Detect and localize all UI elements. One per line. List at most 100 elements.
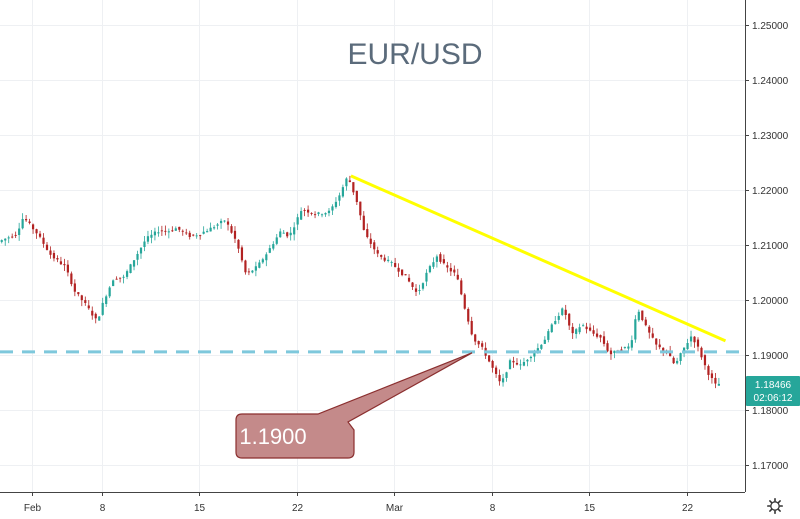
candle-body-65 bbox=[226, 221, 230, 225]
candle-body-180 bbox=[627, 346, 630, 349]
candle-body-120 bbox=[418, 290, 421, 291]
candle-body-22 bbox=[77, 292, 80, 295]
candle-body-148 bbox=[515, 362, 519, 365]
candle-body-97 bbox=[338, 195, 341, 201]
candle-body-0 bbox=[0, 240, 3, 242]
candle-body-56 bbox=[195, 235, 198, 237]
candle-body-189 bbox=[658, 344, 661, 348]
candle-body-106 bbox=[369, 238, 372, 244]
candle-body-141 bbox=[491, 360, 494, 368]
candle-body-163 bbox=[568, 313, 571, 326]
candle-body-3 bbox=[11, 236, 14, 238]
candle-body-135 bbox=[470, 320, 473, 335]
candle-body-94 bbox=[327, 210, 331, 214]
candle-body-204 bbox=[710, 373, 714, 379]
y-axis[interactable]: 1.17000 1.18000 1.19000 1.20000 1.21000 1.220… bbox=[745, 21, 789, 472]
bar-countdown: 02:06:12 bbox=[754, 393, 793, 404]
candle-body-137 bbox=[477, 341, 480, 345]
candle-body-152 bbox=[529, 356, 532, 359]
candle-body-18 bbox=[63, 264, 66, 266]
candle-body-67 bbox=[233, 230, 237, 239]
last-price-tag: 1.18466 02:06:12 bbox=[746, 376, 800, 406]
candle-body-89 bbox=[310, 212, 313, 214]
candle-body-205 bbox=[714, 377, 717, 384]
candle-body-186 bbox=[648, 326, 651, 333]
candle-body-87 bbox=[303, 209, 306, 211]
candle-body-69 bbox=[240, 247, 244, 261]
y-tick-label-5: 1.22000 bbox=[752, 186, 789, 197]
candle-body-13 bbox=[45, 244, 49, 250]
candle-body-9 bbox=[31, 224, 35, 230]
candle-body-140 bbox=[488, 355, 491, 362]
grid bbox=[0, 0, 745, 492]
candle-body-126 bbox=[439, 254, 442, 262]
resistance-trendline[interactable] bbox=[350, 174, 727, 343]
candlestick-series bbox=[0, 175, 720, 389]
candle-body-33 bbox=[115, 278, 118, 280]
candle-body-170 bbox=[592, 330, 595, 334]
gear-icon[interactable] bbox=[767, 498, 783, 514]
candle-body-62 bbox=[216, 224, 219, 226]
candle-body-125 bbox=[435, 256, 439, 262]
candle-body-203 bbox=[707, 366, 710, 375]
candle-body-71 bbox=[247, 271, 251, 273]
candle-body-158 bbox=[550, 324, 553, 333]
candle-body-138 bbox=[481, 343, 484, 347]
x-tick-label-5: 8 bbox=[490, 503, 496, 514]
chart-title: EUR/USD bbox=[347, 38, 482, 71]
candle-body-10 bbox=[35, 229, 38, 234]
y-tick-label-3: 1.20000 bbox=[752, 296, 789, 307]
candle-body-102 bbox=[355, 190, 358, 203]
candle-body-12 bbox=[42, 237, 45, 244]
candle-body-40 bbox=[139, 247, 143, 254]
candle-body-43 bbox=[150, 234, 153, 238]
candle-body-53 bbox=[185, 232, 188, 234]
candle-body-200 bbox=[696, 339, 700, 347]
annotations: 1.1900 bbox=[0, 174, 745, 459]
candle-body-161 bbox=[561, 308, 564, 315]
candle-body-197 bbox=[686, 342, 689, 350]
candle-body-6 bbox=[21, 218, 24, 229]
callout-box[interactable] bbox=[235, 352, 473, 459]
candle-body-167 bbox=[582, 325, 585, 327]
candle-body-99 bbox=[345, 178, 348, 187]
candle-body-20 bbox=[70, 273, 73, 285]
x-axis[interactable]: Feb 8 15 22 Mar 8 15 22 bbox=[24, 492, 694, 514]
candle-body-131 bbox=[456, 274, 459, 280]
candle-body-103 bbox=[359, 201, 362, 216]
x-tick-label-4: Mar bbox=[386, 503, 404, 514]
candle-body-70 bbox=[244, 260, 247, 273]
candle-body-107 bbox=[373, 242, 376, 250]
candle-body-199 bbox=[693, 336, 696, 343]
candle-body-84 bbox=[293, 227, 296, 235]
candle-body-64 bbox=[223, 220, 226, 222]
candle-body-88 bbox=[306, 209, 310, 213]
candle-body-133 bbox=[463, 294, 466, 309]
x-tick-label-1: 8 bbox=[100, 503, 106, 514]
candle-body-83 bbox=[289, 232, 292, 236]
candle-body-37 bbox=[129, 264, 132, 273]
candle-body-182 bbox=[634, 319, 637, 340]
candle-body-173 bbox=[602, 336, 606, 344]
candle-body-157 bbox=[547, 331, 550, 340]
candle-body-5 bbox=[18, 228, 21, 236]
candle-body-15 bbox=[52, 253, 56, 259]
candle-body-48 bbox=[167, 231, 170, 233]
candle-body-78 bbox=[272, 244, 275, 249]
candle-body-14 bbox=[49, 250, 52, 255]
candle-body-38 bbox=[132, 260, 136, 267]
candle-body-52 bbox=[181, 230, 184, 232]
candle-body-109 bbox=[380, 255, 383, 257]
candle-body-114 bbox=[397, 267, 400, 272]
candle-body-72 bbox=[251, 270, 254, 273]
candle-body-181 bbox=[630, 340, 633, 348]
candle-body-145 bbox=[505, 372, 508, 378]
candle-body-143 bbox=[498, 374, 501, 382]
candle-body-111 bbox=[387, 259, 390, 261]
y-tick-label-8: 1.25000 bbox=[752, 21, 789, 32]
axis-frame bbox=[0, 0, 746, 493]
candle-body-30 bbox=[105, 296, 108, 305]
candle-body-4 bbox=[14, 234, 17, 236]
candle-body-155 bbox=[540, 344, 543, 349]
